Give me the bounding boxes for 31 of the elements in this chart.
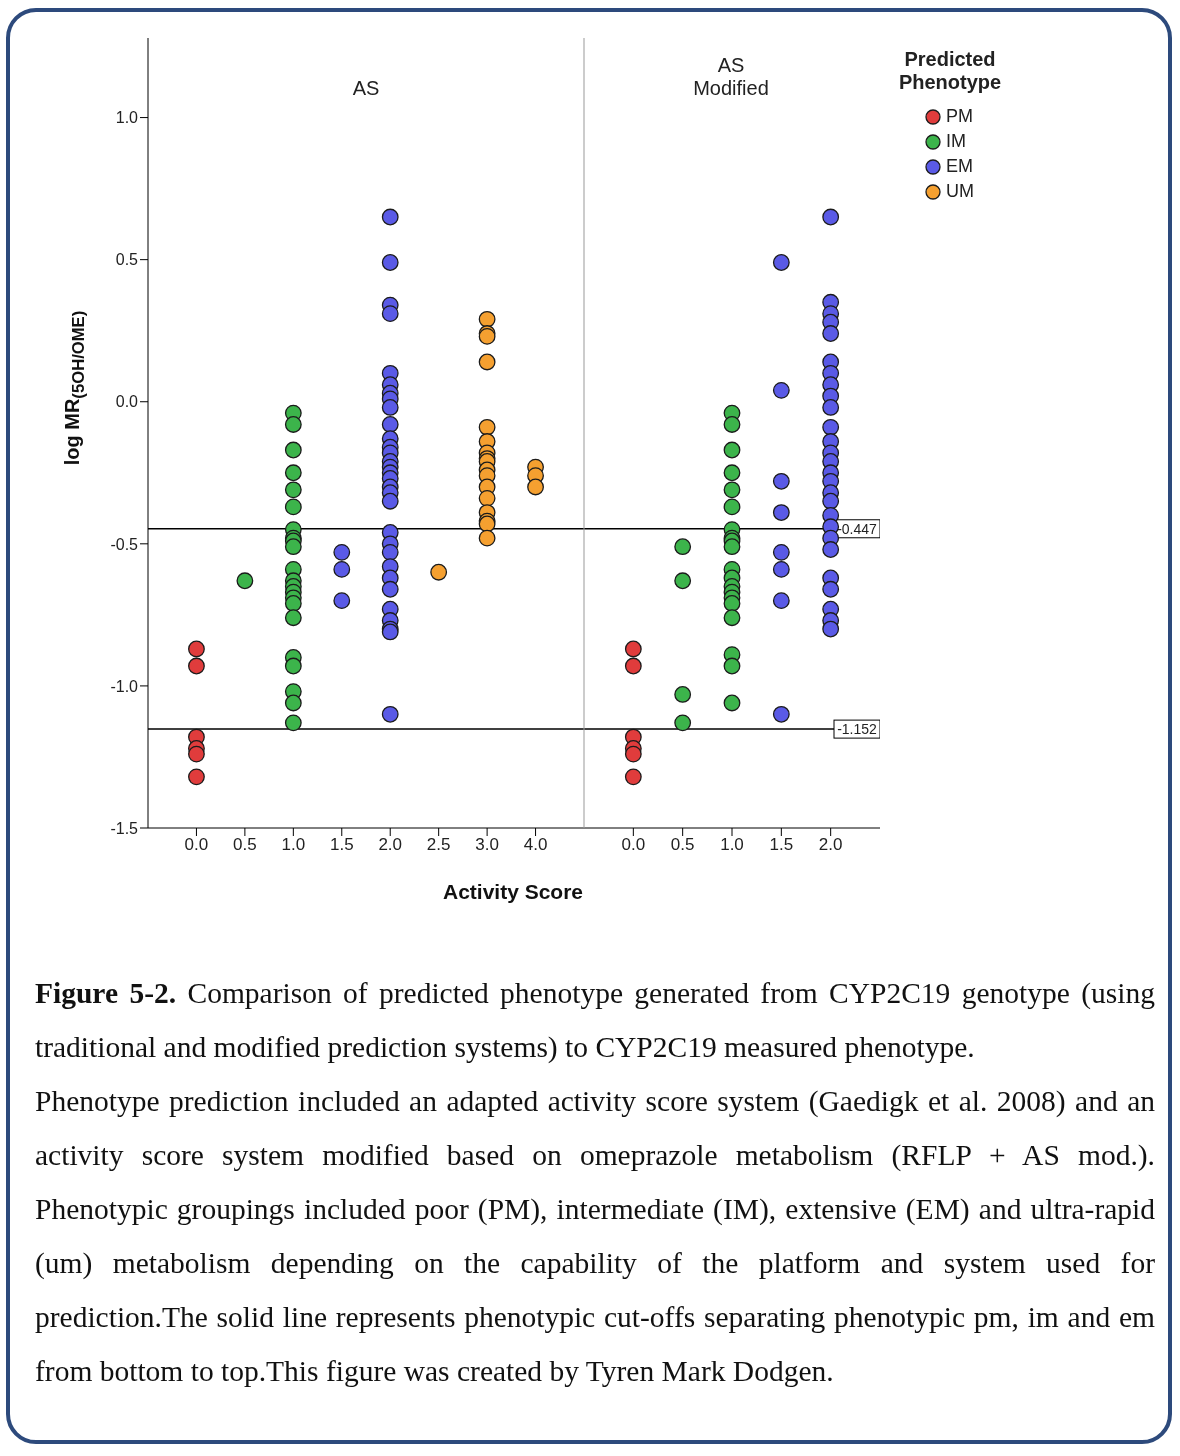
x-tick-label: 2.5 [426, 835, 451, 855]
legend-title: Predicted Phenotype [897, 48, 1003, 94]
x-tick-label: 2.0 [378, 835, 403, 855]
x-tick-label: 3.0 [475, 835, 499, 855]
x-tick-label: 1.5 [329, 835, 354, 855]
y-tick-label: 0.5 [115, 251, 139, 269]
legend-label: EM [946, 156, 973, 177]
y-tick-label: -1.5 [110, 819, 139, 837]
text: Phenotype prediction included an adapted activity score system (Gaedigk et al. 2008) and an activity score system modified based on omeprazole metabolism (RFLP + AS mod.). Phenotypic groupings included poor (PM), intermediate (IM), extensive (EM) and ultra-rapid (um) metabolism depending on the capability of the platform and system used for prediction.The solid line represents phenotypic cut-offs separating phenotypic pm, im and em from bottom to top.This figure was created by Tyren Mark Dodgen. [35, 1084, 1155, 1389]
text: AS [352, 77, 380, 100]
y-tick-label: 0.0 [115, 393, 139, 411]
ref-line-label: -1.152 [837, 721, 878, 738]
text: AS Modified [692, 54, 770, 100]
x-tick-label: 1.0 [720, 835, 744, 855]
y-tick-label: -0.5 [110, 535, 139, 553]
x-tick-label: 1.0 [281, 835, 306, 855]
y-tick-label: -1.0 [110, 677, 139, 695]
x-tick-label: 1.5 [769, 835, 794, 855]
legend-label: PM [946, 106, 973, 127]
legend-label: IM [946, 131, 966, 152]
x-tick-label: 4.0 [523, 835, 548, 855]
x-axis-title: Activity Score [441, 880, 585, 904]
x-tick-label: 0.5 [670, 835, 695, 855]
y-tick-label: 1.0 [115, 109, 139, 127]
caption: Figure 5-2. [35, 977, 177, 1009]
legend-label: UM [946, 181, 974, 202]
x-tick-label: 2.0 [818, 835, 843, 855]
x-tick-label: 0.5 [233, 835, 257, 855]
x-tick-label: 0.0 [184, 835, 209, 855]
ref-line-label: -0.447 [837, 520, 878, 537]
x-tick-label: 0.0 [621, 835, 646, 855]
